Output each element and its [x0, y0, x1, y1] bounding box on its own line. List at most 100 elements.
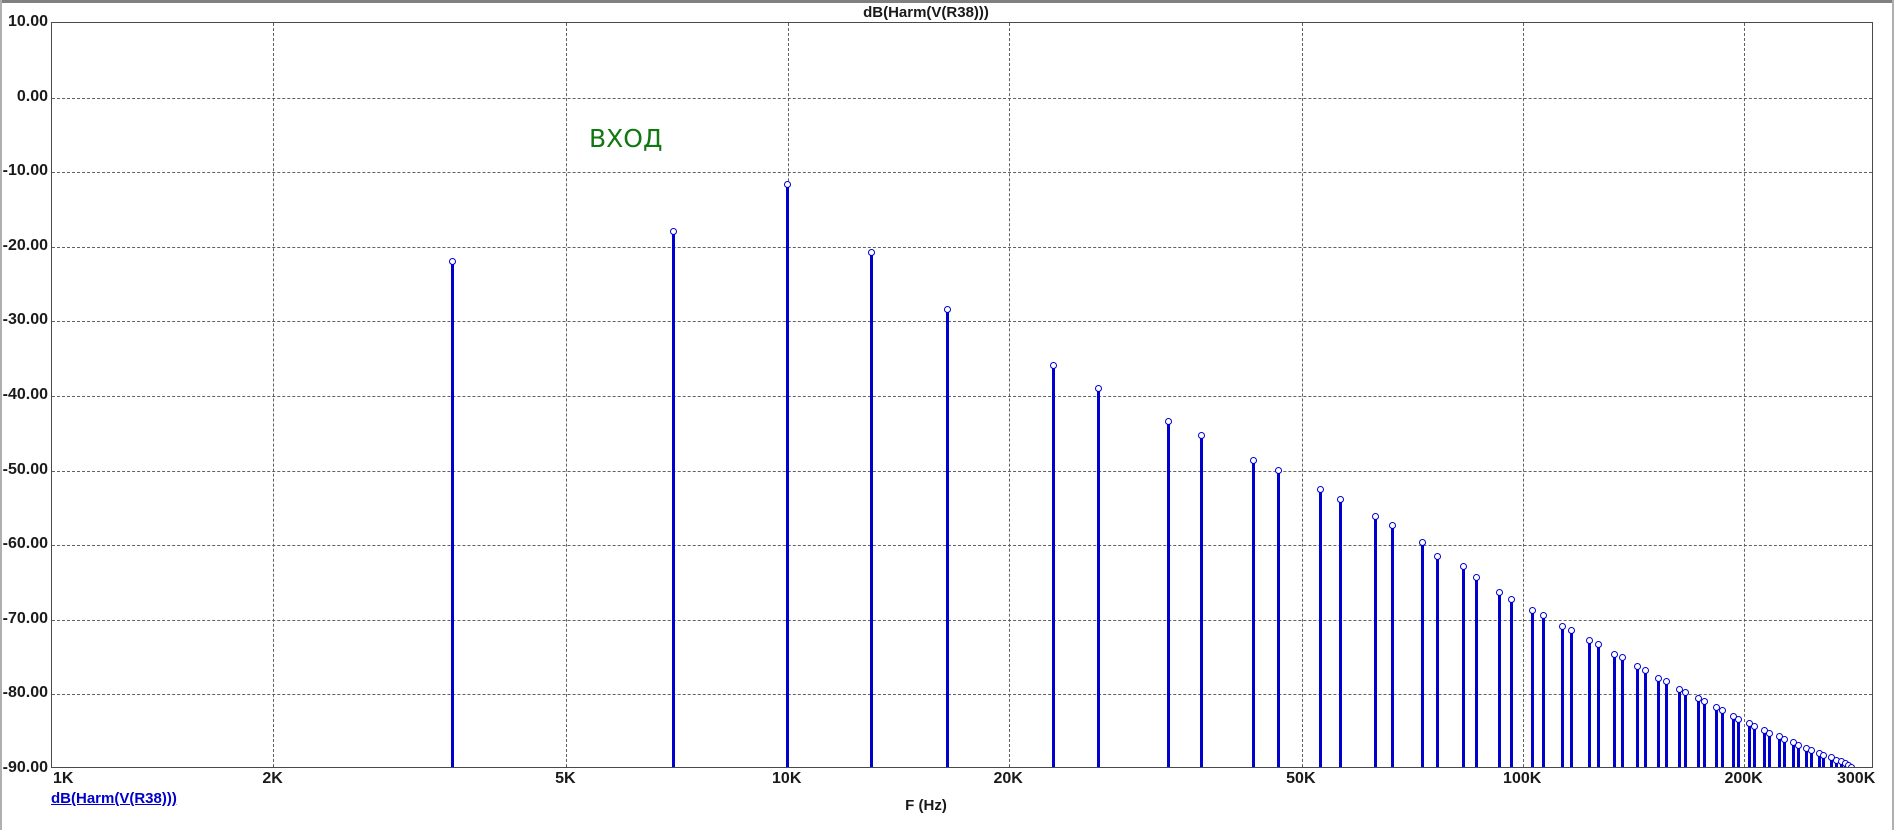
- harmonic-marker: [1568, 626, 1576, 634]
- harmonic-marker: [1274, 467, 1282, 475]
- harmonic-stem: [1747, 721, 1751, 767]
- y-gridline: [52, 619, 1872, 621]
- harmonic-stem: [1587, 638, 1591, 767]
- harmonic-stem: [1391, 523, 1395, 767]
- x-tick-label: 200K: [1724, 770, 1763, 787]
- harmonic-stem: [1805, 746, 1809, 767]
- plot-title: dB(Harm(V(R38))): [0, 4, 1894, 21]
- harmonic-marker: [448, 258, 456, 266]
- y-gridline: [52, 694, 1872, 696]
- harmonic-stem: [1777, 734, 1781, 767]
- harmonic-stem: [1818, 751, 1822, 767]
- harmonic-stem: [1720, 708, 1724, 767]
- harmonic-stem: [1510, 597, 1514, 767]
- harmonic-stem: [869, 250, 873, 767]
- harmonic-stem: [1541, 613, 1545, 767]
- y-tick-label: -70.00: [2, 609, 48, 627]
- plot-area[interactable]: [51, 22, 1873, 768]
- harmonic-marker: [1701, 698, 1709, 706]
- harmonic-stem: [945, 307, 949, 767]
- x-axis-title: F (Hz): [0, 797, 1894, 814]
- harmonic-stem: [1782, 737, 1786, 767]
- y-gridline: [52, 321, 1872, 323]
- harmonic-marker: [1594, 640, 1602, 648]
- y-gridline: [52, 172, 1872, 174]
- harmonic-stem: [450, 259, 454, 767]
- x-tick-label: 20K: [993, 770, 1023, 787]
- harmonic-marker: [1165, 417, 1173, 425]
- harmonic-stem: [1714, 705, 1718, 767]
- harmonic-stem: [1731, 714, 1735, 767]
- harmonic-stem: [1612, 652, 1616, 767]
- plot-title-text: dB(Harm(V(R38))): [863, 4, 989, 21]
- harmonic-marker: [1780, 735, 1788, 743]
- y-tick-label: -60.00: [2, 535, 48, 553]
- harmonic-marker: [1848, 764, 1856, 767]
- harmonic-stem: [1531, 608, 1534, 767]
- trace-legend-label[interactable]: dB(Harm(V(R38))): [51, 790, 177, 807]
- x-gridline: [273, 23, 275, 767]
- harmonic-stem: [1251, 458, 1255, 767]
- x-gridline: [1744, 23, 1746, 767]
- window-top-border: [0, 0, 1894, 3]
- x-tick-label: 5K: [555, 770, 576, 787]
- y-tick-label: -40.00: [2, 386, 48, 403]
- harmonic-marker: [1558, 623, 1566, 630]
- harmonic-stem: [1498, 590, 1502, 767]
- harmonic-marker: [1807, 746, 1815, 754]
- harmonic-stem: [1696, 696, 1700, 767]
- harmonic-marker: [670, 228, 678, 236]
- harmonic-marker: [1610, 650, 1618, 658]
- harmonic-marker: [1735, 715, 1743, 723]
- harmonic-stem: [1052, 363, 1056, 767]
- harmonic-stem: [1643, 668, 1647, 767]
- harmonic-marker: [1633, 663, 1641, 671]
- harmonic-marker: [1675, 685, 1683, 693]
- harmonic-marker: [1460, 563, 1468, 571]
- harmonic-marker: [1751, 722, 1759, 730]
- harmonic-stem: [1677, 687, 1681, 767]
- x-tick-label: 2K: [262, 770, 283, 787]
- harmonic-stem: [1435, 554, 1439, 767]
- y-tick-label: -20.00: [2, 236, 48, 254]
- harmonic-marker: [1337, 496, 1345, 504]
- harmonic-stem: [1830, 755, 1834, 767]
- harmonic-marker: [1433, 552, 1441, 560]
- harmonic-stem: [1763, 728, 1767, 767]
- y-tick-label: 10.00: [7, 13, 48, 30]
- harmonic-stem: [1753, 724, 1757, 767]
- x-tick-label: 50K: [1286, 770, 1316, 787]
- harmonic-marker: [1655, 675, 1663, 683]
- harmonic-marker: [1419, 539, 1427, 547]
- harmonic-stem: [1664, 679, 1668, 767]
- harmonic-marker: [1539, 611, 1547, 619]
- harmonic-marker: [1529, 607, 1536, 615]
- x-tick-label: 100K: [1503, 770, 1542, 787]
- harmonic-marker: [1641, 667, 1649, 675]
- harmonic-stem: [1570, 628, 1574, 767]
- harmonic-marker: [1766, 729, 1774, 737]
- harmonic-stem: [1097, 386, 1101, 767]
- harmonic-marker: [1496, 589, 1504, 597]
- harmonic-stem: [1620, 655, 1624, 767]
- x-tick-label: 300K: [1837, 770, 1876, 787]
- x-gridline: [1008, 23, 1010, 767]
- y-tick-label: -50.00: [2, 460, 48, 478]
- y-tick-label: 0.00: [16, 87, 48, 105]
- harmonic-stem: [1596, 642, 1600, 767]
- harmonic-marker: [943, 305, 951, 313]
- harmonic-stem: [1635, 664, 1639, 767]
- harmonic-stem: [1167, 419, 1171, 767]
- harmonic-marker: [1050, 361, 1058, 369]
- harmonic-stem: [1421, 540, 1425, 767]
- harmonic-stem: [1199, 433, 1203, 767]
- harmonic-stem: [1339, 497, 1343, 767]
- window-right-border: [1892, 0, 1894, 830]
- x-gridline: [1301, 23, 1303, 767]
- x-tick-label: 1K: [53, 770, 74, 787]
- harmonic-stem: [1373, 514, 1377, 767]
- harmonic-marker: [1618, 654, 1626, 662]
- y-gridline: [52, 396, 1872, 397]
- y-gridline: [52, 97, 1872, 99]
